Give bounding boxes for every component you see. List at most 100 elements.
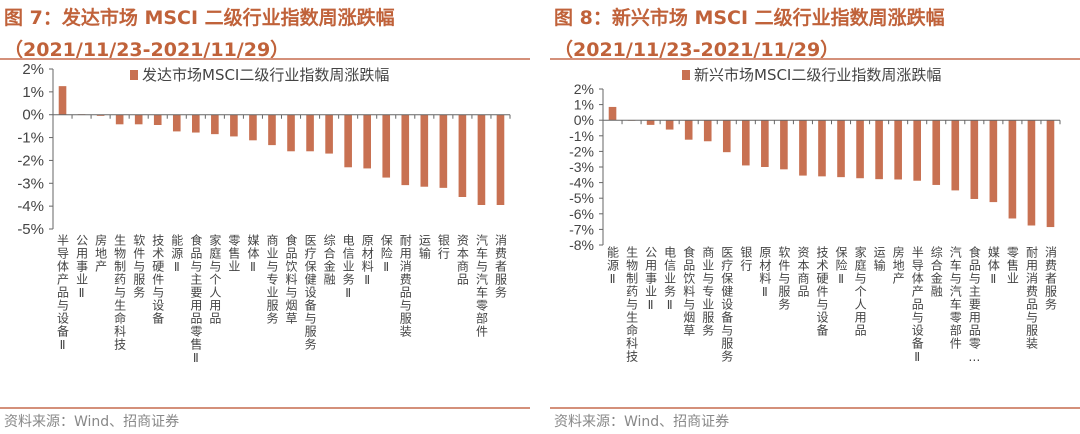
x-tick-label: 房地产 xyxy=(93,234,108,273)
bar xyxy=(344,114,352,168)
bar xyxy=(420,114,429,187)
x-tick-label: 食品饮料与烟草 xyxy=(681,246,696,337)
x-tick-label: 公用事业Ⅱ xyxy=(74,234,89,301)
y-tick-label: -3% xyxy=(569,159,594,175)
divider xyxy=(550,58,1080,60)
bar xyxy=(268,114,276,146)
bar xyxy=(96,114,105,116)
bar xyxy=(761,120,769,167)
x-tick-label: 原材料Ⅱ xyxy=(757,246,772,300)
bar xyxy=(58,86,67,115)
bar xyxy=(913,120,921,181)
bar xyxy=(1008,120,1017,219)
bar xyxy=(401,114,410,186)
source-note: 资料来源：Wind、招商证券 xyxy=(554,414,730,430)
x-tick-label: 综合金融 xyxy=(322,234,337,286)
y-tick-label: -4% xyxy=(569,175,594,191)
x-tick-label: 商业与专业服务 xyxy=(700,246,715,337)
x-tick-label: 半导体产品与设备Ⅱ xyxy=(55,234,70,353)
bar xyxy=(608,106,617,121)
x-tick-label: 运输 xyxy=(417,234,432,260)
y-tick-label: -2% xyxy=(569,143,594,159)
y-tick-label: -4% xyxy=(17,198,44,215)
x-tick-label: 资本商品 xyxy=(455,234,470,286)
y-tick-label: -6% xyxy=(569,206,594,222)
bar xyxy=(646,120,655,125)
bar xyxy=(684,120,693,140)
bar xyxy=(856,120,864,179)
x-tick-label: 公用事业Ⅱ xyxy=(643,246,658,313)
bar xyxy=(134,114,143,125)
divider xyxy=(0,58,530,60)
x-tick-label: 家庭与个人用品 xyxy=(853,246,868,337)
x-tick-label: 医疗保健设备与服务 xyxy=(719,246,734,363)
bar xyxy=(951,120,960,191)
x-tick-label: 家庭与个人用品 xyxy=(207,234,222,325)
bar xyxy=(458,114,467,197)
legend-swatch xyxy=(682,70,690,80)
x-tick-label: 耐用消费品与服装 xyxy=(398,234,413,338)
x-tick-label: 银行 xyxy=(436,234,451,260)
bar xyxy=(799,120,807,176)
bar xyxy=(115,114,124,125)
chart-panel-developed: 图 7：发达市场 MSCI 二级行业指数周涨跌幅 （2021/11/23-2021… xyxy=(0,0,530,434)
x-tick-label: 食品饮料与烟草 xyxy=(284,234,299,325)
bar xyxy=(894,120,902,180)
bar xyxy=(153,114,162,125)
y-tick-label: -5% xyxy=(17,221,44,238)
bar xyxy=(722,120,731,153)
bar xyxy=(439,114,448,188)
x-tick-label: 保险Ⅱ xyxy=(834,246,849,287)
x-tick-label: 综合金融 xyxy=(929,246,944,298)
legend-swatch xyxy=(130,70,138,80)
x-tick-label: 半导体产品与设备Ⅱ xyxy=(910,246,925,365)
bar xyxy=(703,120,712,142)
x-tick-label: 保险Ⅱ xyxy=(379,234,394,275)
bar xyxy=(875,120,883,180)
source-note: 资料来源：Wind、招商证券 xyxy=(4,414,180,430)
y-tick-label: -8% xyxy=(569,237,594,253)
y-tick-label: 0% xyxy=(22,107,44,124)
bar xyxy=(496,114,505,205)
x-tick-label: 汽车与汽车零部件 xyxy=(948,246,963,350)
x-tick-label: 能源Ⅱ xyxy=(605,246,620,287)
y-tick-label: -3% xyxy=(17,175,44,192)
bar xyxy=(249,114,257,141)
bar xyxy=(382,114,391,178)
x-tick-label: 食品与主要用品零售Ⅱ xyxy=(188,234,203,366)
chart-panel-emerging: 图 8：新兴市场 MSCI 二级行业指数周涨跌幅 （2021/11/23-2021… xyxy=(550,0,1080,434)
chart-title: 图 8：新兴市场 MSCI 二级行业指数周涨跌幅 （2021/11/23-2021… xyxy=(554,7,945,61)
x-tick-label: 耐用消费品与服装 xyxy=(1024,246,1039,350)
y-tick-label: -5% xyxy=(569,190,594,206)
x-tick-label: 运输 xyxy=(872,246,887,272)
bar xyxy=(1046,120,1055,228)
bar xyxy=(287,114,295,152)
x-tick-label: 生物制药与生命科技 xyxy=(112,234,127,351)
x-tick-label: 电信业务Ⅱ xyxy=(341,234,356,301)
bar xyxy=(1027,120,1036,226)
bar xyxy=(989,120,998,203)
x-tick-label: 原材料Ⅱ xyxy=(360,234,375,288)
divider xyxy=(550,407,1080,409)
x-tick-label: 零售业 xyxy=(1005,246,1020,285)
bar xyxy=(932,120,941,185)
y-tick-label: 2% xyxy=(574,81,594,97)
x-tick-label: 电信业务Ⅱ xyxy=(662,246,677,313)
bar xyxy=(230,114,238,137)
x-tick-label: 技术硬件与设备 xyxy=(814,246,829,337)
y-tick-label: -1% xyxy=(17,130,44,147)
y-tick-label: 2% xyxy=(22,61,44,78)
x-tick-label: 技术硬件与设备 xyxy=(150,234,165,325)
x-tick-label: 食品与主要用品零… xyxy=(967,246,982,365)
y-tick-label: -1% xyxy=(569,128,594,144)
x-tick-label: 医疗保健设备与服务 xyxy=(303,234,318,351)
bar xyxy=(837,120,845,178)
bar xyxy=(325,114,333,154)
bar xyxy=(818,120,826,177)
bar-chart-svg: 2%1%0%-1%-2%-3%-4%-5%-6%-7%-8% xyxy=(569,81,1061,253)
x-tick-label: 汽车与汽车零部件 xyxy=(474,234,489,338)
bar xyxy=(742,120,750,166)
y-tick-label: -7% xyxy=(569,221,594,237)
divider xyxy=(0,407,530,409)
x-tick-label: 生物制药与生命科技 xyxy=(624,246,639,363)
